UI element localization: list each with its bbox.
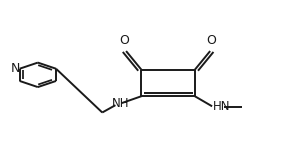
Text: NH: NH: [112, 97, 129, 110]
Text: N: N: [11, 62, 20, 75]
Text: O: O: [120, 35, 130, 47]
Text: O: O: [207, 35, 216, 47]
Text: HN: HN: [213, 100, 230, 113]
